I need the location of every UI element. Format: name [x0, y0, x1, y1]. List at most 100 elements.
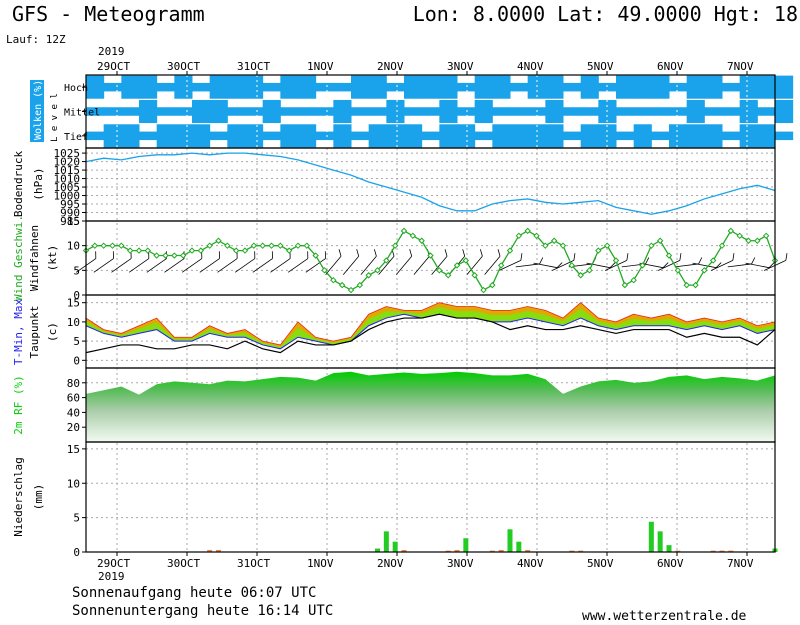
wind-speed-marker — [586, 267, 593, 274]
cloud-cell — [651, 107, 670, 116]
cloud-cell — [492, 124, 511, 148]
cloud-cell — [298, 124, 317, 148]
wind-barb-shaft — [128, 258, 150, 273]
precip-bar — [657, 531, 663, 552]
panel-frame-precipitation — [85, 441, 776, 553]
y-tick-label: 10 — [67, 477, 80, 490]
cloud-cell — [739, 124, 758, 148]
wind-barb — [484, 249, 501, 275]
wind-barb-flag — [497, 249, 501, 257]
cloud-cell — [757, 107, 776, 116]
wind-barb-flag — [698, 257, 703, 265]
wind-barb — [692, 262, 722, 269]
cloud-cell — [209, 131, 228, 141]
y-tick-label: 5 — [73, 512, 80, 525]
cloud-cell — [563, 107, 582, 116]
cloud-ylabel2: L e v e l — [50, 93, 60, 142]
wind-speed-marker — [656, 237, 664, 244]
cloud-cell — [633, 75, 652, 99]
wind-speed-marker — [206, 242, 213, 249]
wind-barb-shaft — [270, 258, 291, 273]
wind-speed-marker — [709, 257, 717, 264]
wind-speed-marker — [277, 242, 284, 249]
wind-barb-shaft — [413, 255, 430, 275]
wind-speed-marker — [515, 232, 523, 240]
cloud-cell — [139, 131, 158, 141]
precip-bar — [489, 550, 495, 552]
precip-bar — [392, 541, 398, 552]
wind-speed-marker — [683, 281, 690, 289]
cloud-cell — [510, 107, 529, 116]
cloud-cell — [139, 75, 158, 99]
cloud-cell — [386, 99, 405, 124]
wind-barb-shaft — [727, 263, 752, 268]
wind-speed-marker — [506, 247, 514, 254]
cloud-cell — [421, 107, 440, 116]
wind-speed-marker — [524, 227, 531, 235]
wind-barb-flag — [95, 251, 97, 259]
cloud-cell — [421, 75, 440, 99]
wind-speed-marker — [118, 242, 125, 249]
cloud-cell — [227, 124, 246, 148]
cloud-cell — [245, 124, 264, 148]
sunrise-info: Sonnenaufgang heute 06:07 UTC — [72, 585, 317, 601]
wind-barb — [111, 251, 132, 273]
cloud-cell — [245, 107, 264, 116]
y-tick-label: 20 — [67, 421, 80, 434]
top-year-label: 2019 — [98, 45, 125, 58]
wind-barb — [252, 251, 273, 273]
wind-speed-marker — [471, 272, 478, 279]
cloud-cell — [474, 75, 493, 99]
cloud-cell — [580, 75, 599, 99]
wind-speed-marker — [153, 252, 160, 259]
cloud-cell — [192, 124, 211, 148]
wind-ylabel: Wind Geschwi. — [12, 215, 25, 301]
wind-barb — [270, 251, 291, 273]
wind-speed-marker — [559, 242, 567, 249]
y-tick-label: 80 — [67, 377, 80, 390]
humidity-area — [86, 371, 775, 442]
wind-speed-marker — [727, 227, 735, 235]
wind-speed-marker — [595, 247, 602, 254]
wind-speed-marker — [621, 281, 629, 289]
wind-speed-marker — [374, 267, 381, 274]
wind-barb-flag — [645, 257, 650, 265]
wind-speed-marker — [453, 262, 461, 269]
wind-barb-shaft — [146, 258, 167, 273]
wind-barb-flag — [254, 251, 256, 259]
wind-speed-marker — [365, 272, 372, 279]
grid-layer — [86, 148, 775, 553]
cloud-cell — [704, 124, 723, 148]
wind-barb-flag — [662, 262, 669, 268]
wind-speed-marker — [179, 252, 187, 259]
wind-barb-flag — [356, 249, 360, 257]
cloud-cell — [739, 99, 758, 124]
wind-speed-marker — [718, 242, 726, 249]
wind-speed-marker — [612, 257, 620, 264]
bottom-day-label: 7NOV — [727, 557, 754, 570]
cloud-cell — [245, 75, 264, 99]
cloud-cell — [669, 124, 688, 148]
y-tick-label: 5 — [73, 335, 80, 348]
y-tick-label: 0 — [73, 546, 80, 559]
precip-bar — [207, 549, 213, 552]
top-day-label: 2NOV — [377, 60, 404, 73]
cloud-cell — [492, 75, 511, 99]
y-tick-label: 15 — [67, 443, 80, 456]
wind-ylabel2: Windfahnen — [28, 225, 41, 291]
cloud-cell — [704, 107, 723, 116]
precip-bar — [383, 531, 389, 552]
bottom-day-label: 2NOV — [377, 557, 404, 570]
y-tick-label: 10 — [67, 316, 80, 329]
cloud-cell — [404, 107, 423, 116]
cloud-level-label: Hoch — [64, 83, 88, 94]
wind-speed-marker — [497, 262, 505, 269]
website-link[interactable]: www.wetterzentrale.de — [582, 609, 747, 624]
wind-barb-shaft — [181, 258, 203, 273]
wind-barb-flag — [520, 253, 523, 261]
cloud-cell — [474, 131, 493, 141]
cloud-cell — [545, 99, 564, 124]
wind-speed-marker — [480, 286, 487, 294]
wind-barb-flag — [609, 262, 616, 268]
bottom-day-label: 3NOV — [447, 557, 474, 570]
